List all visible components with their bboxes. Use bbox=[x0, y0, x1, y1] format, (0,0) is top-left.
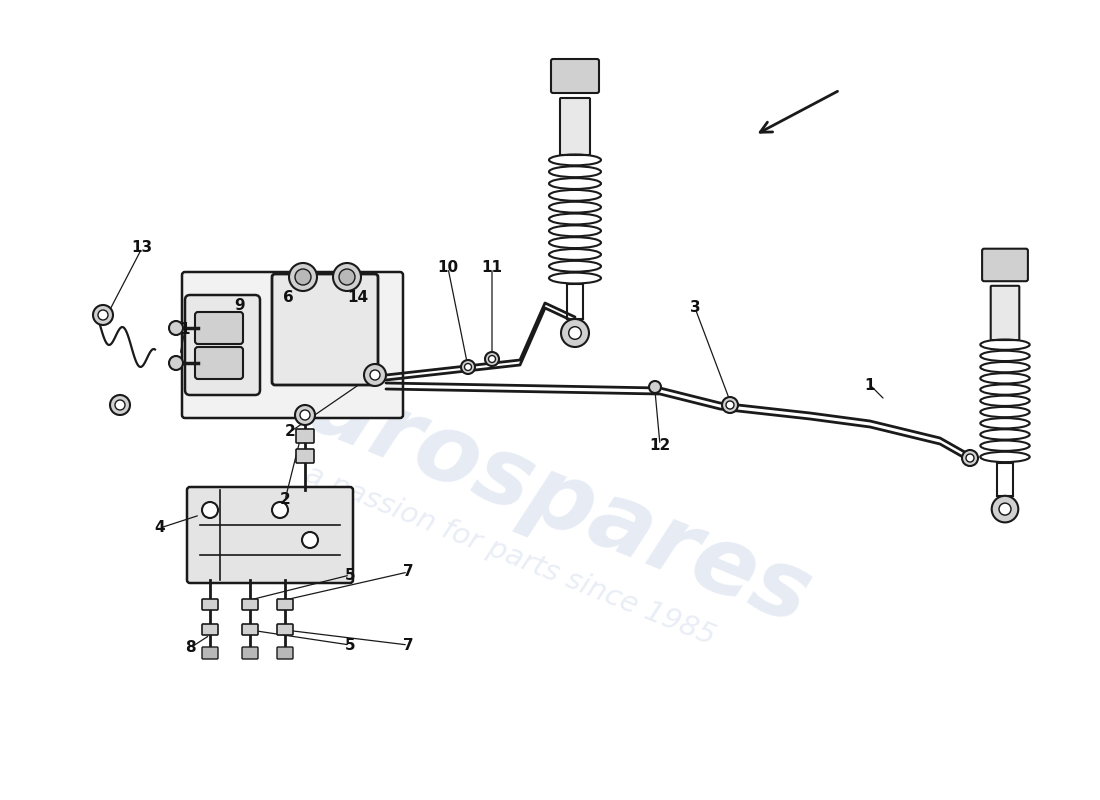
Circle shape bbox=[169, 356, 183, 370]
Circle shape bbox=[98, 310, 108, 320]
Text: 6: 6 bbox=[283, 290, 294, 306]
Circle shape bbox=[488, 355, 495, 362]
Text: 14: 14 bbox=[348, 290, 369, 306]
FancyBboxPatch shape bbox=[182, 272, 403, 418]
FancyBboxPatch shape bbox=[277, 647, 293, 659]
Text: 2: 2 bbox=[279, 493, 290, 507]
Text: 1: 1 bbox=[179, 322, 190, 338]
FancyBboxPatch shape bbox=[202, 599, 218, 610]
Circle shape bbox=[485, 352, 499, 366]
Text: 1: 1 bbox=[865, 378, 876, 393]
Text: 5: 5 bbox=[344, 567, 355, 582]
Text: 13: 13 bbox=[131, 241, 153, 255]
Circle shape bbox=[300, 410, 310, 420]
Text: 11: 11 bbox=[482, 261, 503, 275]
Text: 2: 2 bbox=[285, 425, 296, 439]
Circle shape bbox=[370, 370, 379, 380]
Circle shape bbox=[339, 269, 355, 285]
Text: 3: 3 bbox=[690, 301, 701, 315]
FancyBboxPatch shape bbox=[296, 429, 314, 443]
Circle shape bbox=[169, 321, 183, 335]
Circle shape bbox=[116, 400, 125, 410]
Circle shape bbox=[110, 395, 130, 415]
FancyBboxPatch shape bbox=[296, 449, 314, 463]
Circle shape bbox=[202, 502, 218, 518]
Circle shape bbox=[962, 450, 978, 466]
FancyBboxPatch shape bbox=[242, 647, 258, 659]
Circle shape bbox=[999, 503, 1011, 515]
Circle shape bbox=[302, 532, 318, 548]
Ellipse shape bbox=[553, 69, 597, 81]
Circle shape bbox=[364, 364, 386, 386]
FancyBboxPatch shape bbox=[277, 599, 293, 610]
Text: 12: 12 bbox=[649, 438, 671, 453]
Text: 7: 7 bbox=[403, 565, 414, 579]
FancyBboxPatch shape bbox=[202, 624, 218, 635]
Circle shape bbox=[464, 363, 472, 370]
Text: 9: 9 bbox=[234, 298, 245, 313]
Text: 10: 10 bbox=[438, 261, 459, 275]
Circle shape bbox=[722, 397, 738, 413]
FancyBboxPatch shape bbox=[195, 312, 243, 344]
Circle shape bbox=[649, 381, 661, 393]
Text: 7: 7 bbox=[403, 638, 414, 653]
Circle shape bbox=[461, 360, 475, 374]
Circle shape bbox=[272, 502, 288, 518]
Circle shape bbox=[726, 401, 734, 409]
Circle shape bbox=[561, 319, 588, 347]
Circle shape bbox=[569, 326, 581, 339]
Circle shape bbox=[94, 305, 113, 325]
Circle shape bbox=[295, 405, 315, 425]
Circle shape bbox=[333, 263, 361, 291]
Text: eurospares: eurospares bbox=[235, 335, 824, 645]
Circle shape bbox=[992, 496, 1019, 522]
Text: 5: 5 bbox=[344, 638, 355, 653]
Text: 8: 8 bbox=[185, 641, 196, 655]
Ellipse shape bbox=[984, 258, 1026, 270]
Text: 4: 4 bbox=[155, 521, 165, 535]
FancyBboxPatch shape bbox=[272, 274, 378, 385]
Circle shape bbox=[295, 269, 311, 285]
FancyBboxPatch shape bbox=[202, 647, 218, 659]
FancyBboxPatch shape bbox=[277, 624, 293, 635]
FancyBboxPatch shape bbox=[551, 59, 600, 93]
FancyBboxPatch shape bbox=[195, 347, 243, 379]
Circle shape bbox=[966, 454, 974, 462]
FancyBboxPatch shape bbox=[560, 98, 590, 155]
FancyBboxPatch shape bbox=[991, 286, 1020, 340]
FancyBboxPatch shape bbox=[187, 487, 353, 583]
FancyBboxPatch shape bbox=[185, 295, 260, 395]
Text: a passion for parts since 1985: a passion for parts since 1985 bbox=[300, 460, 719, 650]
FancyBboxPatch shape bbox=[242, 624, 258, 635]
Circle shape bbox=[289, 263, 317, 291]
FancyBboxPatch shape bbox=[242, 599, 258, 610]
FancyBboxPatch shape bbox=[982, 249, 1027, 282]
